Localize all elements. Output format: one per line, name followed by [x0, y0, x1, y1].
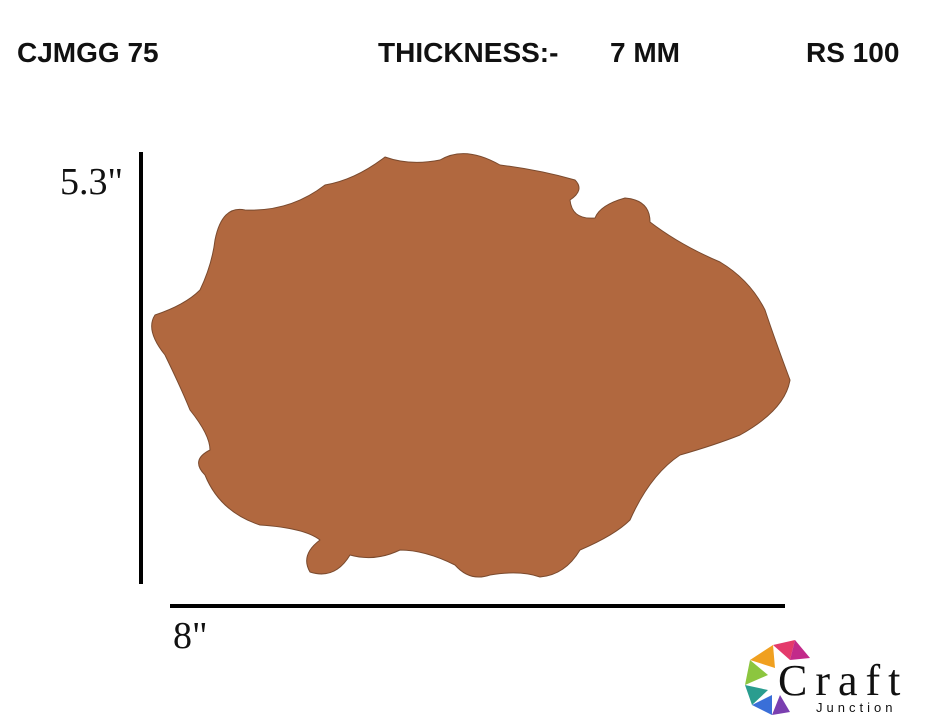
logo-icon	[745, 640, 810, 715]
product-code: CJMGG 75	[17, 37, 159, 68]
logo-name: Craft	[778, 656, 908, 705]
height-label: 5.3"	[60, 161, 123, 203]
thickness-label: THICKNESS:-	[378, 37, 558, 68]
thickness-value: 7 MM	[610, 37, 680, 68]
width-label: 8"	[173, 615, 208, 657]
mdf-shape	[151, 153, 791, 578]
price: RS 100	[806, 37, 899, 68]
logo-subname: Junction	[816, 700, 896, 715]
